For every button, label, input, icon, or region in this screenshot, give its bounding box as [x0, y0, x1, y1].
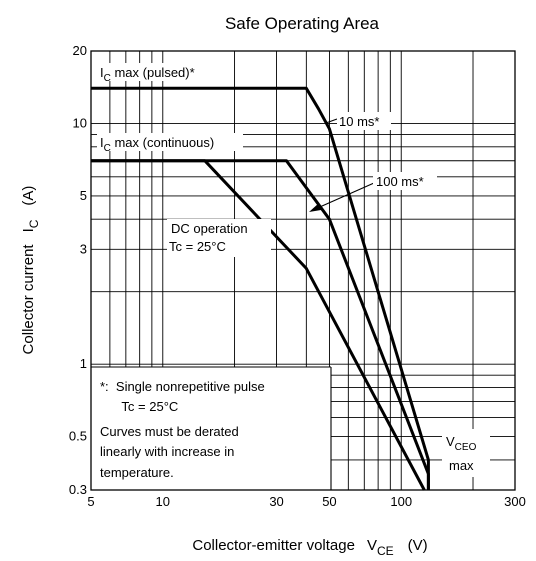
series-dc-operation: [91, 159, 426, 491]
y-axis-label-unit: (A): [20, 186, 37, 206]
x-axis-label-subscript: CE: [377, 544, 394, 558]
y-tick-label: 1: [80, 356, 87, 371]
note-line: linearly with increase in: [100, 444, 234, 459]
note-line: Tc = 25°C: [100, 399, 178, 414]
vceo-subscript: CEO: [455, 442, 477, 453]
y-tick-label: 20: [73, 43, 87, 58]
ic-continuous-text: max (continuous): [111, 135, 214, 150]
vceo-label-background: [442, 429, 490, 477]
x-tick-label: 5: [87, 494, 94, 509]
label-10ms-background: [337, 112, 391, 130]
x-tick-label: 30: [269, 494, 283, 509]
y-tick-label: 0.5: [69, 429, 87, 444]
series-100-ms: [91, 159, 430, 490]
chart-title: Safe Operating Area: [225, 14, 380, 33]
x-tick-label: 300: [504, 494, 526, 509]
vceo-max-label: max: [449, 458, 474, 473]
leader-10ms: [325, 118, 338, 124]
ic-pulsed-text: max (pulsed)*: [111, 65, 195, 80]
ic-pulsed-label-background: [97, 63, 227, 81]
label-10ms: 10 ms*: [339, 114, 379, 129]
leader-100ms-arrowhead: [309, 203, 321, 212]
note-box: *: Single nonrepetitive pulse Tc = 25°C …: [91, 366, 332, 490]
ic-pulsed-symbol: I: [100, 65, 104, 80]
vceo-symbol: V: [446, 434, 455, 449]
ic-continuous-symbol: I: [100, 135, 104, 150]
annotations: IC max (pulsed)* IC max (continuous) 10 …: [97, 63, 490, 477]
y-tick-label: 5: [80, 188, 87, 203]
ic-continuous-label: IC max (continuous): [100, 135, 214, 154]
y-axis-label-symbol: I: [20, 228, 37, 232]
curves: [91, 86, 430, 491]
plot-frame: [90, 50, 516, 491]
dc-operation-label-background: [167, 219, 271, 257]
note-box-background: [91, 367, 331, 490]
ic-continuous-subscript: C: [104, 143, 111, 154]
dc-operation-temperature: Tc = 25°C: [169, 239, 226, 254]
dc-operation-label: DC operation: [171, 221, 248, 236]
y-axis-label-group: Collector current IC (A): [20, 186, 41, 355]
y-tick-label: 10: [73, 115, 87, 130]
y-tick-label: 0.3: [69, 482, 87, 497]
ic-pulsed-label: IC max (pulsed)*: [100, 65, 195, 84]
x-axis-label: Collector-emitter voltage VCE (V): [192, 537, 427, 558]
x-axis-label-symbol: V: [367, 537, 377, 554]
series-10-ms: [91, 86, 430, 490]
label-100ms: 100 ms*: [376, 174, 424, 189]
x-tick-label: 50: [322, 494, 336, 509]
y-axis-label: Collector current IC (A): [20, 186, 41, 355]
ic-pulsed-subscript: C: [104, 73, 111, 84]
y-axis-label-main: Collector current: [20, 244, 37, 355]
x-axis-label-main: Collector-emitter voltage: [192, 537, 355, 554]
ic-continuous-label-background: [97, 133, 243, 151]
tick-labels: 5 10 30 50 100 300 0.3 0.5 1 3 5 10 20: [69, 43, 526, 509]
label-100ms-background: [373, 172, 437, 190]
x-tick-label: 10: [156, 494, 170, 509]
y-axis-label-subscript: C: [27, 219, 41, 228]
y-tick-label: 3: [80, 241, 87, 256]
x-axis-label-unit: (V): [408, 537, 428, 554]
note-line: *: Single nonrepetitive pulse: [100, 379, 265, 394]
note-line: Curves must be derated: [100, 424, 239, 439]
vceo-label: VCEO: [446, 434, 477, 453]
x-tick-label: 100: [390, 494, 412, 509]
leader-100ms: [312, 182, 375, 211]
note-line: temperature.: [100, 465, 174, 480]
